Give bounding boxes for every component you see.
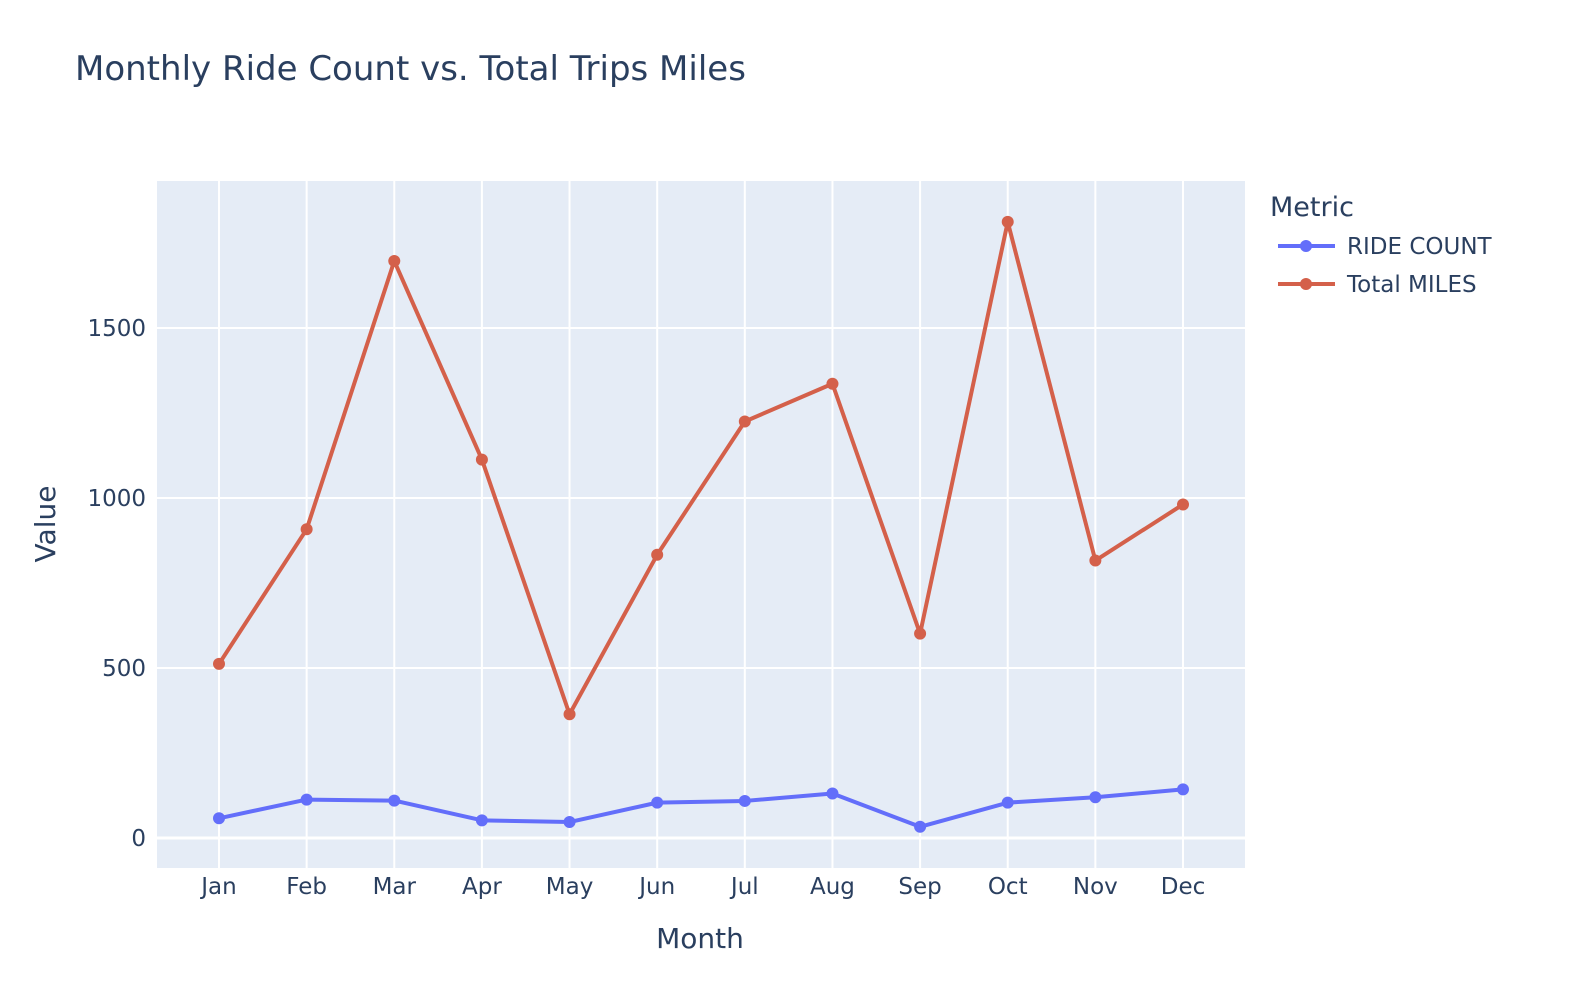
- legend-item[interactable]: RIDE COUNT: [1278, 234, 1493, 260]
- x-tick-label: Feb: [286, 874, 327, 900]
- x-tick-label: Dec: [1161, 874, 1206, 900]
- data-point: [388, 255, 401, 268]
- legend-swatch-marker: [1300, 240, 1312, 252]
- data-point: [1177, 498, 1189, 511]
- series-ride-count: [213, 783, 1189, 833]
- data-point: [738, 415, 751, 428]
- x-tick-label: Nov: [1073, 874, 1118, 900]
- y-axis-title: Value: [29, 486, 62, 563]
- data-point: [388, 794, 401, 807]
- data-point: [826, 787, 839, 800]
- y-tick-label: 500: [102, 656, 146, 682]
- data-point: [1001, 796, 1014, 809]
- gridlines: [157, 181, 1245, 868]
- data-point: [563, 816, 576, 829]
- series-line: [218, 787, 1184, 829]
- y-tick-label: 1500: [87, 316, 146, 342]
- chart-title: Monthly Ride Count vs. Total Trips Miles: [75, 49, 746, 89]
- x-tick-label: Mar: [373, 874, 417, 900]
- data-point: [738, 794, 751, 807]
- x-tick-label: Jul: [729, 874, 759, 900]
- y-tick-label: 1000: [87, 486, 146, 512]
- plot-area: [157, 181, 1245, 868]
- data-point: [563, 708, 576, 721]
- y-tick-label: 0: [131, 826, 146, 852]
- x-tick-label: Aug: [810, 874, 855, 900]
- x-tick-label: Sep: [898, 874, 941, 900]
- legend: Metric RIDE COUNT Total MILES: [1270, 192, 1493, 298]
- data-point: [1089, 554, 1102, 567]
- data-point: [914, 627, 927, 640]
- data-point: [475, 453, 488, 466]
- legend-title: Metric: [1270, 192, 1354, 223]
- data-point: [300, 793, 313, 806]
- data-point: [1001, 215, 1014, 228]
- x-axis-title: Month: [656, 922, 744, 955]
- tick-labels: Jan Feb Mar Apr May Jun Jul Aug Sep Oct Nov Dec 0 500…: [87, 316, 1205, 900]
- x-tick-label: May: [546, 874, 594, 900]
- data-point: [651, 548, 664, 561]
- data-point: [1089, 791, 1102, 804]
- x-tick-label: Apr: [462, 874, 502, 900]
- legend-label: Total MILES: [1346, 272, 1477, 298]
- legend-item[interactable]: Total MILES: [1278, 272, 1477, 298]
- x-tick-label: Jun: [637, 874, 675, 900]
- data-point: [651, 796, 664, 809]
- data-point: [826, 377, 839, 390]
- data-point: [1177, 783, 1189, 796]
- x-tick-label: Jan: [199, 874, 236, 900]
- data-point: [213, 812, 225, 825]
- x-tick-label: Oct: [988, 874, 1028, 900]
- legend-label: RIDE COUNT: [1347, 234, 1493, 260]
- series-total-miles: [213, 215, 1189, 721]
- series-layer: [213, 215, 1189, 833]
- data-point: [914, 820, 927, 833]
- series-line: [217, 219, 1185, 717]
- legend-swatch-marker: [1300, 278, 1312, 290]
- data-point: [475, 814, 488, 827]
- data-point: [300, 523, 313, 536]
- data-point: [213, 657, 225, 670]
